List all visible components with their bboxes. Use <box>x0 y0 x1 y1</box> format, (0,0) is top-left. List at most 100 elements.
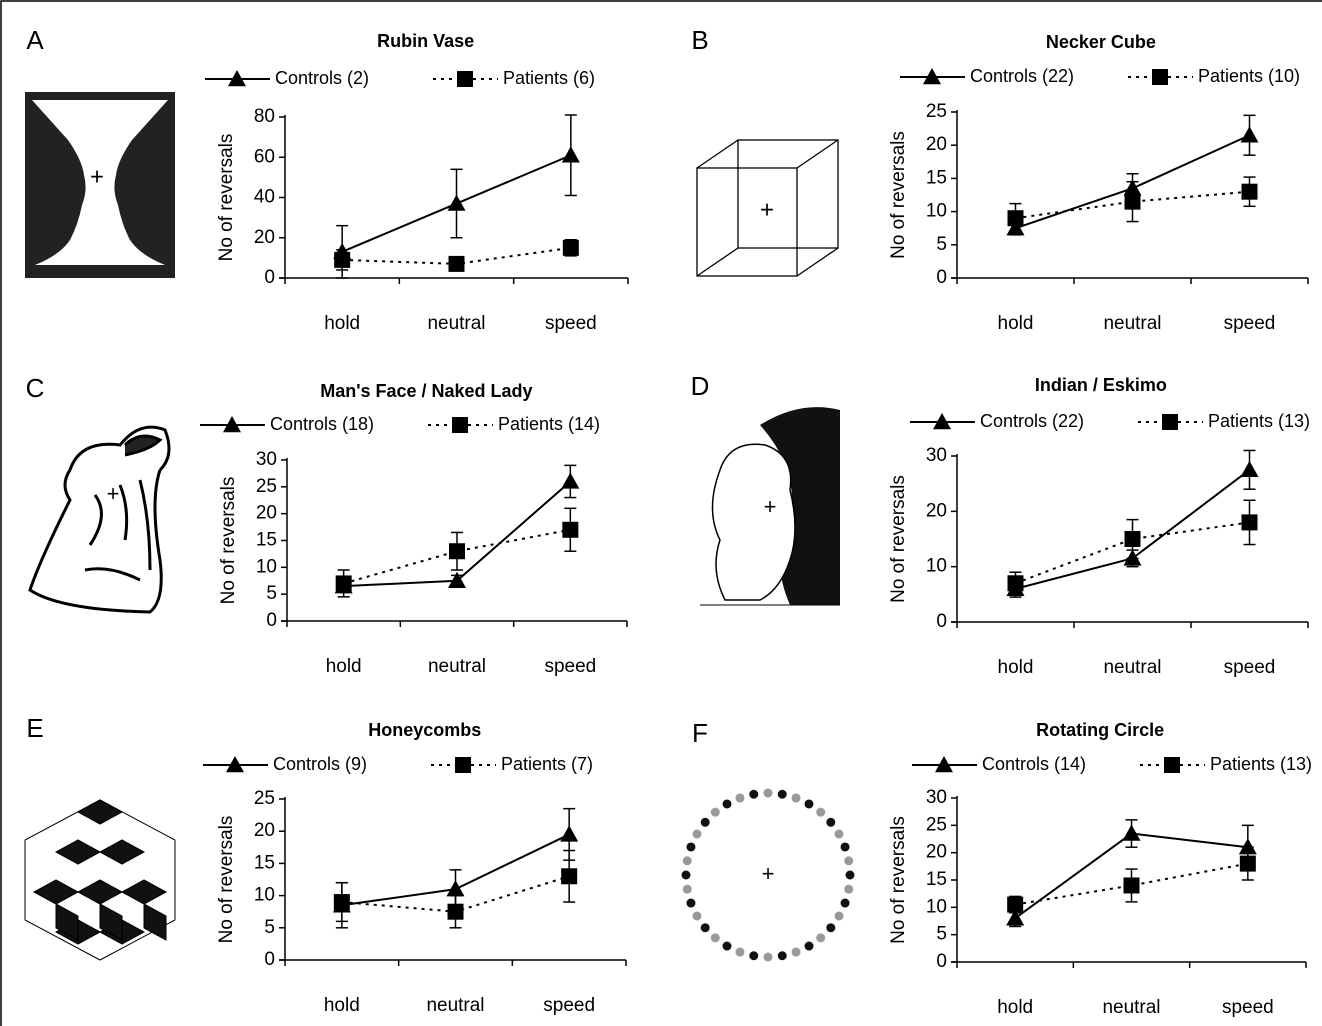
x-tick-label: speed <box>1224 657 1276 678</box>
triangle-marker <box>561 146 580 163</box>
svg-text:+: + <box>762 861 775 886</box>
x-tick-label: neutral <box>426 995 484 1016</box>
rotating-circle-illustration: + <box>681 788 855 962</box>
ring-dot <box>826 817 836 827</box>
ring-dot <box>844 856 854 866</box>
series-line <box>1015 521 1250 585</box>
legend-label: Controls (2) <box>275 68 369 88</box>
ring-dot <box>816 933 826 943</box>
legend-marker <box>223 416 241 433</box>
x-tick-label: neutral <box>428 656 486 677</box>
ring-dot <box>700 817 710 827</box>
y-tick-label: 30 <box>926 445 947 466</box>
y-tick-label: 10 <box>254 885 275 906</box>
triangle-marker <box>561 472 580 489</box>
legend-label: Patients (10) <box>1198 66 1300 86</box>
ring-dot <box>722 799 732 809</box>
y-tick-label: 0 <box>936 951 947 972</box>
ring-dot <box>710 933 720 943</box>
ring-dot <box>816 807 826 817</box>
svg-text:+: + <box>760 196 774 223</box>
x-tick-label: speed <box>545 313 597 334</box>
y-axis-label: No of reversals <box>216 816 237 944</box>
x-tick-label: speed <box>1224 313 1276 334</box>
ring-dot <box>763 952 773 962</box>
legend-label: Controls (9) <box>273 754 367 774</box>
ring-dot <box>710 807 720 817</box>
y-tick-label: 20 <box>256 503 277 524</box>
y-tick-label: 40 <box>254 187 275 208</box>
ring-dot <box>791 947 801 957</box>
y-tick-label: 5 <box>936 924 947 945</box>
y-tick-label: 30 <box>256 449 277 470</box>
y-tick-label: 80 <box>254 106 275 127</box>
y-tick-label: 20 <box>254 227 275 248</box>
ring-dot <box>844 884 854 894</box>
y-tick-label: 25 <box>926 814 947 835</box>
square-marker <box>335 575 352 592</box>
square-marker <box>334 251 351 268</box>
face-lady-illustration: + <box>28 425 171 614</box>
legend-label: Controls (14) <box>982 754 1086 774</box>
legend-marker <box>933 413 951 430</box>
y-tick-label: 15 <box>926 869 947 890</box>
panel-letter: B <box>691 25 708 55</box>
ring-dot <box>692 829 702 839</box>
ring-dot <box>692 911 702 921</box>
y-tick-label: 10 <box>926 201 947 222</box>
legend-label: Controls (22) <box>980 411 1084 431</box>
x-tick-label: speed <box>1222 997 1274 1018</box>
series-line <box>343 528 571 585</box>
y-tick-label: 0 <box>936 267 947 288</box>
ring-dot <box>791 793 801 803</box>
chart-title: Honeycombs <box>368 720 481 740</box>
panel-letter: E <box>26 713 43 743</box>
y-tick-label: 10 <box>926 896 947 917</box>
triangle-marker <box>1238 838 1257 855</box>
y-tick-label: 15 <box>256 530 277 551</box>
ring-dot <box>804 799 814 809</box>
rubin-vase-illustration: + <box>25 92 175 278</box>
y-tick-label: 20 <box>926 500 947 521</box>
y-axis-label: No of reversals <box>216 134 237 262</box>
square-marker <box>1124 531 1141 547</box>
x-tick-label: neutral <box>427 313 485 334</box>
legend-marker <box>452 417 468 433</box>
y-tick-label: 15 <box>254 852 275 873</box>
y-tick-label: 60 <box>254 146 275 167</box>
y-tick-label: 20 <box>926 134 947 155</box>
y-axis-label: No of reversals <box>888 475 909 603</box>
triangle-marker <box>447 194 466 211</box>
square-marker <box>561 868 578 885</box>
ring-dot <box>777 951 787 961</box>
square-marker <box>1007 210 1024 227</box>
legend-marker <box>1152 69 1168 85</box>
ring-dot <box>682 856 692 866</box>
ring-dot <box>749 789 759 799</box>
ring-dot <box>763 788 773 798</box>
ring-dot <box>826 923 836 933</box>
ring-dot <box>681 870 691 880</box>
ring-dot <box>700 923 710 933</box>
legend-marker <box>455 757 471 773</box>
ring-dot <box>777 789 787 799</box>
y-tick-label: 0 <box>264 949 275 970</box>
svg-text:+: + <box>107 481 120 506</box>
ring-dot <box>834 829 844 839</box>
x-tick-label: neutral <box>1103 313 1161 334</box>
triangle-marker <box>1240 126 1259 143</box>
y-tick-label: 0 <box>266 610 277 631</box>
ring-dot <box>682 884 692 894</box>
panel-letter: F <box>692 718 708 748</box>
y-tick-label: 10 <box>256 556 277 577</box>
x-tick-label: hold <box>998 313 1034 334</box>
y-tick-label: 5 <box>266 583 277 604</box>
ring-dot <box>840 842 850 852</box>
y-tick-label: 5 <box>264 917 275 938</box>
legend-label: Patients (13) <box>1210 754 1312 774</box>
square-marker <box>449 543 465 560</box>
square-marker <box>333 894 350 911</box>
legend-marker <box>228 70 246 87</box>
triangle-marker <box>1006 909 1025 926</box>
